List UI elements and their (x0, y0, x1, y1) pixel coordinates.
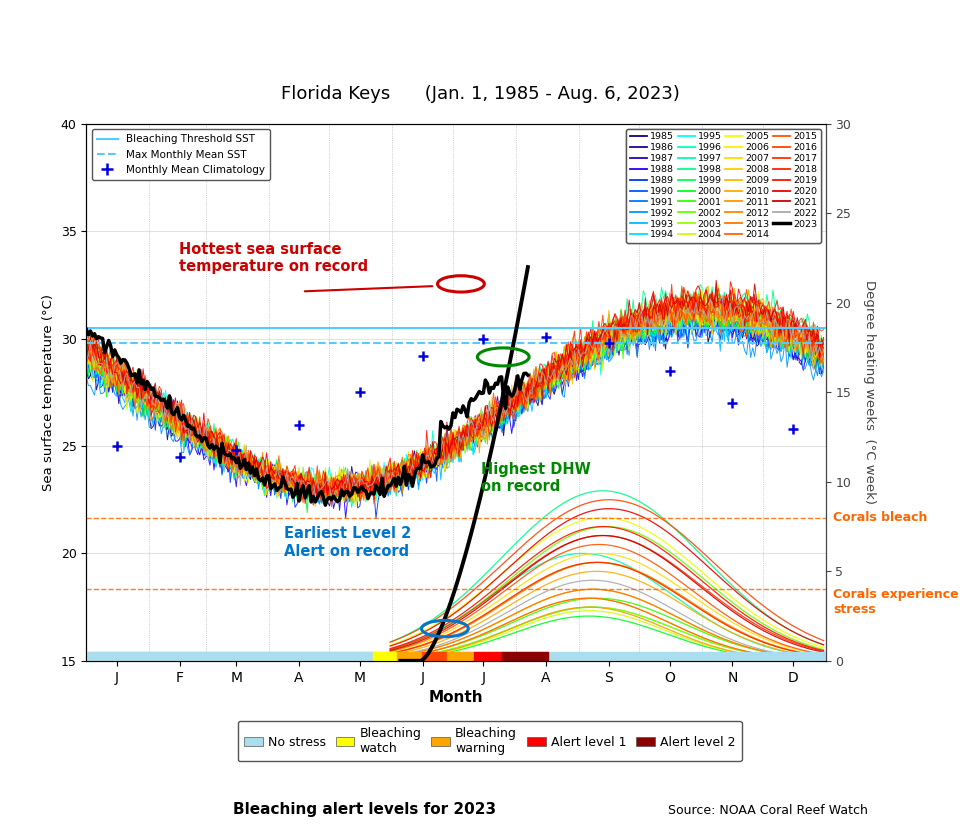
Legend: 1985, 1986, 1987, 1988, 1989, 1990, 1991, 1992, 1993, 1994, 1995, 1996, 1997, 19: 1985, 1986, 1987, 1988, 1989, 1990, 1991… (626, 129, 821, 243)
Y-axis label: Sea surface temperature (°C): Sea surface temperature (°C) (42, 294, 56, 491)
X-axis label: Month: Month (429, 690, 483, 705)
Text: Corals experience
stress: Corals experience stress (833, 588, 959, 616)
Text: Corals bleach: Corals bleach (833, 511, 927, 525)
Text: Bleaching alert levels for 2023: Bleaching alert levels for 2023 (233, 801, 496, 817)
Text: Source: NOAA Coral Reef Watch: Source: NOAA Coral Reef Watch (668, 804, 868, 817)
Text: Florida Keys      (Jan. 1, 1985 - Aug. 6, 2023): Florida Keys (Jan. 1, 1985 - Aug. 6, 202… (280, 85, 680, 103)
Y-axis label: Degree heating weeks  (°C week): Degree heating weeks (°C week) (863, 280, 876, 505)
Legend: No stress, Bleaching
watch, Bleaching
warning, Alert level 1, Alert level 2: No stress, Bleaching watch, Bleaching wa… (238, 721, 741, 762)
Text: Highest DHW
on record: Highest DHW on record (481, 462, 590, 495)
Text: Hottest sea surface
temperature on record: Hottest sea surface temperature on recor… (179, 242, 368, 274)
Text: Earliest Level 2
Alert on record: Earliest Level 2 Alert on record (283, 526, 411, 559)
